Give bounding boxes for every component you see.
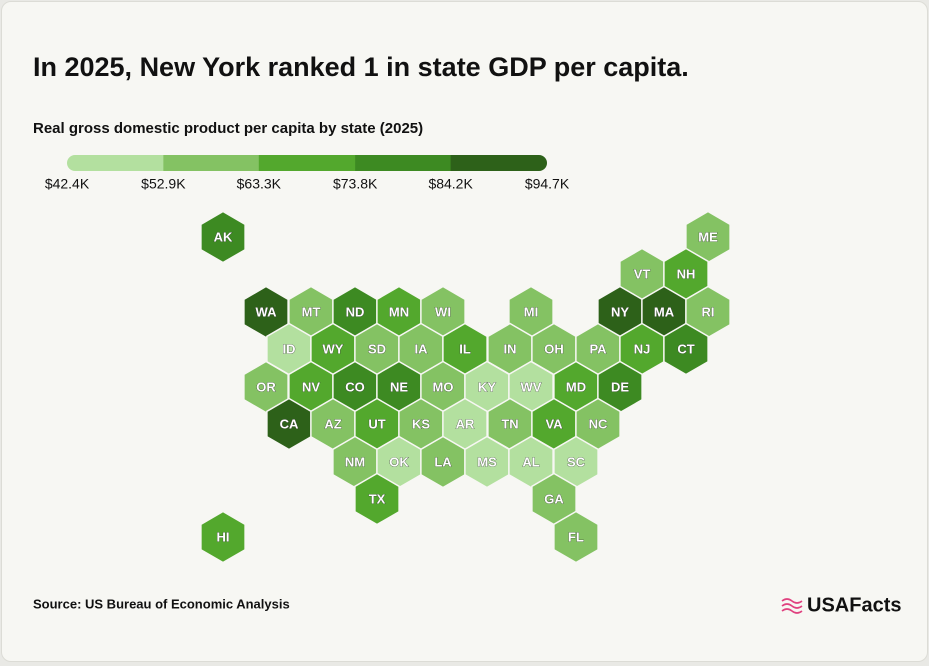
state-label: MS	[477, 454, 497, 469]
state-label: NJ	[634, 341, 651, 356]
state-hex	[200, 210, 246, 264]
legend-label: $84.2K	[428, 176, 473, 192]
state-label: OK	[389, 454, 409, 469]
state-label: NV	[302, 379, 320, 394]
state-label: WI	[435, 304, 451, 319]
state-label: CO	[345, 379, 365, 394]
state-label: NH	[677, 266, 696, 281]
state-label: WY	[323, 341, 344, 356]
legend-swatch	[450, 155, 547, 171]
subtitle: Real gross domestic product per capita b…	[33, 120, 423, 137]
state-label: RI	[702, 304, 715, 319]
state-label: UT	[368, 416, 385, 431]
state-label: DE	[611, 379, 629, 394]
legend-swatch	[258, 155, 356, 171]
state-label: NM	[345, 454, 365, 469]
legend-label: $63.3K	[237, 176, 282, 192]
state-label: KS	[412, 416, 430, 431]
state-label: IA	[415, 341, 429, 356]
state-label: HI	[217, 529, 230, 544]
state-label: IL	[459, 341, 471, 356]
state-label: ND	[346, 304, 365, 319]
state-label: SD	[368, 341, 386, 356]
title: In 2025, New York ranked 1 in state GDP …	[33, 52, 689, 82]
legend-label: $52.9K	[141, 176, 186, 192]
state-label: AK	[214, 229, 233, 244]
state-label: SC	[567, 454, 586, 469]
logo-icon	[781, 598, 803, 614]
state-hex	[508, 435, 554, 489]
state-label: OH	[544, 341, 564, 356]
state-label: PA	[589, 341, 607, 356]
state-label: MA	[654, 304, 675, 319]
state-hex	[243, 360, 289, 414]
state-label: KY	[478, 379, 496, 394]
state-label: WV	[521, 379, 542, 394]
state-label: LA	[434, 454, 452, 469]
state-hex	[354, 472, 400, 526]
state-label: ME	[698, 229, 718, 244]
legend-swatch	[163, 155, 260, 171]
state-label: MO	[433, 379, 454, 394]
legend-swatch	[67, 155, 164, 171]
state-label: NY	[611, 304, 629, 319]
state-label: TN	[501, 416, 518, 431]
logo: USAFacts	[807, 594, 901, 616]
state-label: AZ	[324, 416, 341, 431]
state-label: FL	[568, 529, 584, 544]
legend-label: $73.8K	[333, 176, 378, 192]
state-label: MN	[389, 304, 409, 319]
source: Source: US Bureau of Economic Analysis	[33, 596, 290, 611]
state-label: WA	[256, 304, 278, 319]
state-label: CT	[677, 341, 694, 356]
state-hex	[553, 510, 599, 564]
state-label: CA	[280, 416, 299, 431]
state-hex	[663, 322, 709, 376]
state-label: MT	[302, 304, 321, 319]
state-hex	[243, 285, 289, 339]
state-label: MD	[566, 379, 586, 394]
legend-swatch	[355, 155, 452, 171]
state-label: TX	[369, 491, 386, 506]
legend	[67, 155, 547, 171]
state-label: GA	[544, 491, 564, 506]
state-label: VT	[634, 266, 651, 281]
state-label: AR	[456, 416, 475, 431]
state-label: VA	[545, 416, 563, 431]
legend-label: $42.4K	[45, 176, 90, 192]
legend-label: $94.7K	[525, 176, 570, 192]
state-label: OR	[256, 379, 276, 394]
state-label: MI	[524, 304, 538, 319]
state-label: NC	[589, 416, 608, 431]
state-label: IN	[504, 341, 517, 356]
state-label: ID	[283, 341, 296, 356]
state-label: AL	[522, 454, 539, 469]
state-hex	[200, 510, 246, 564]
state-label: NE	[390, 379, 408, 394]
